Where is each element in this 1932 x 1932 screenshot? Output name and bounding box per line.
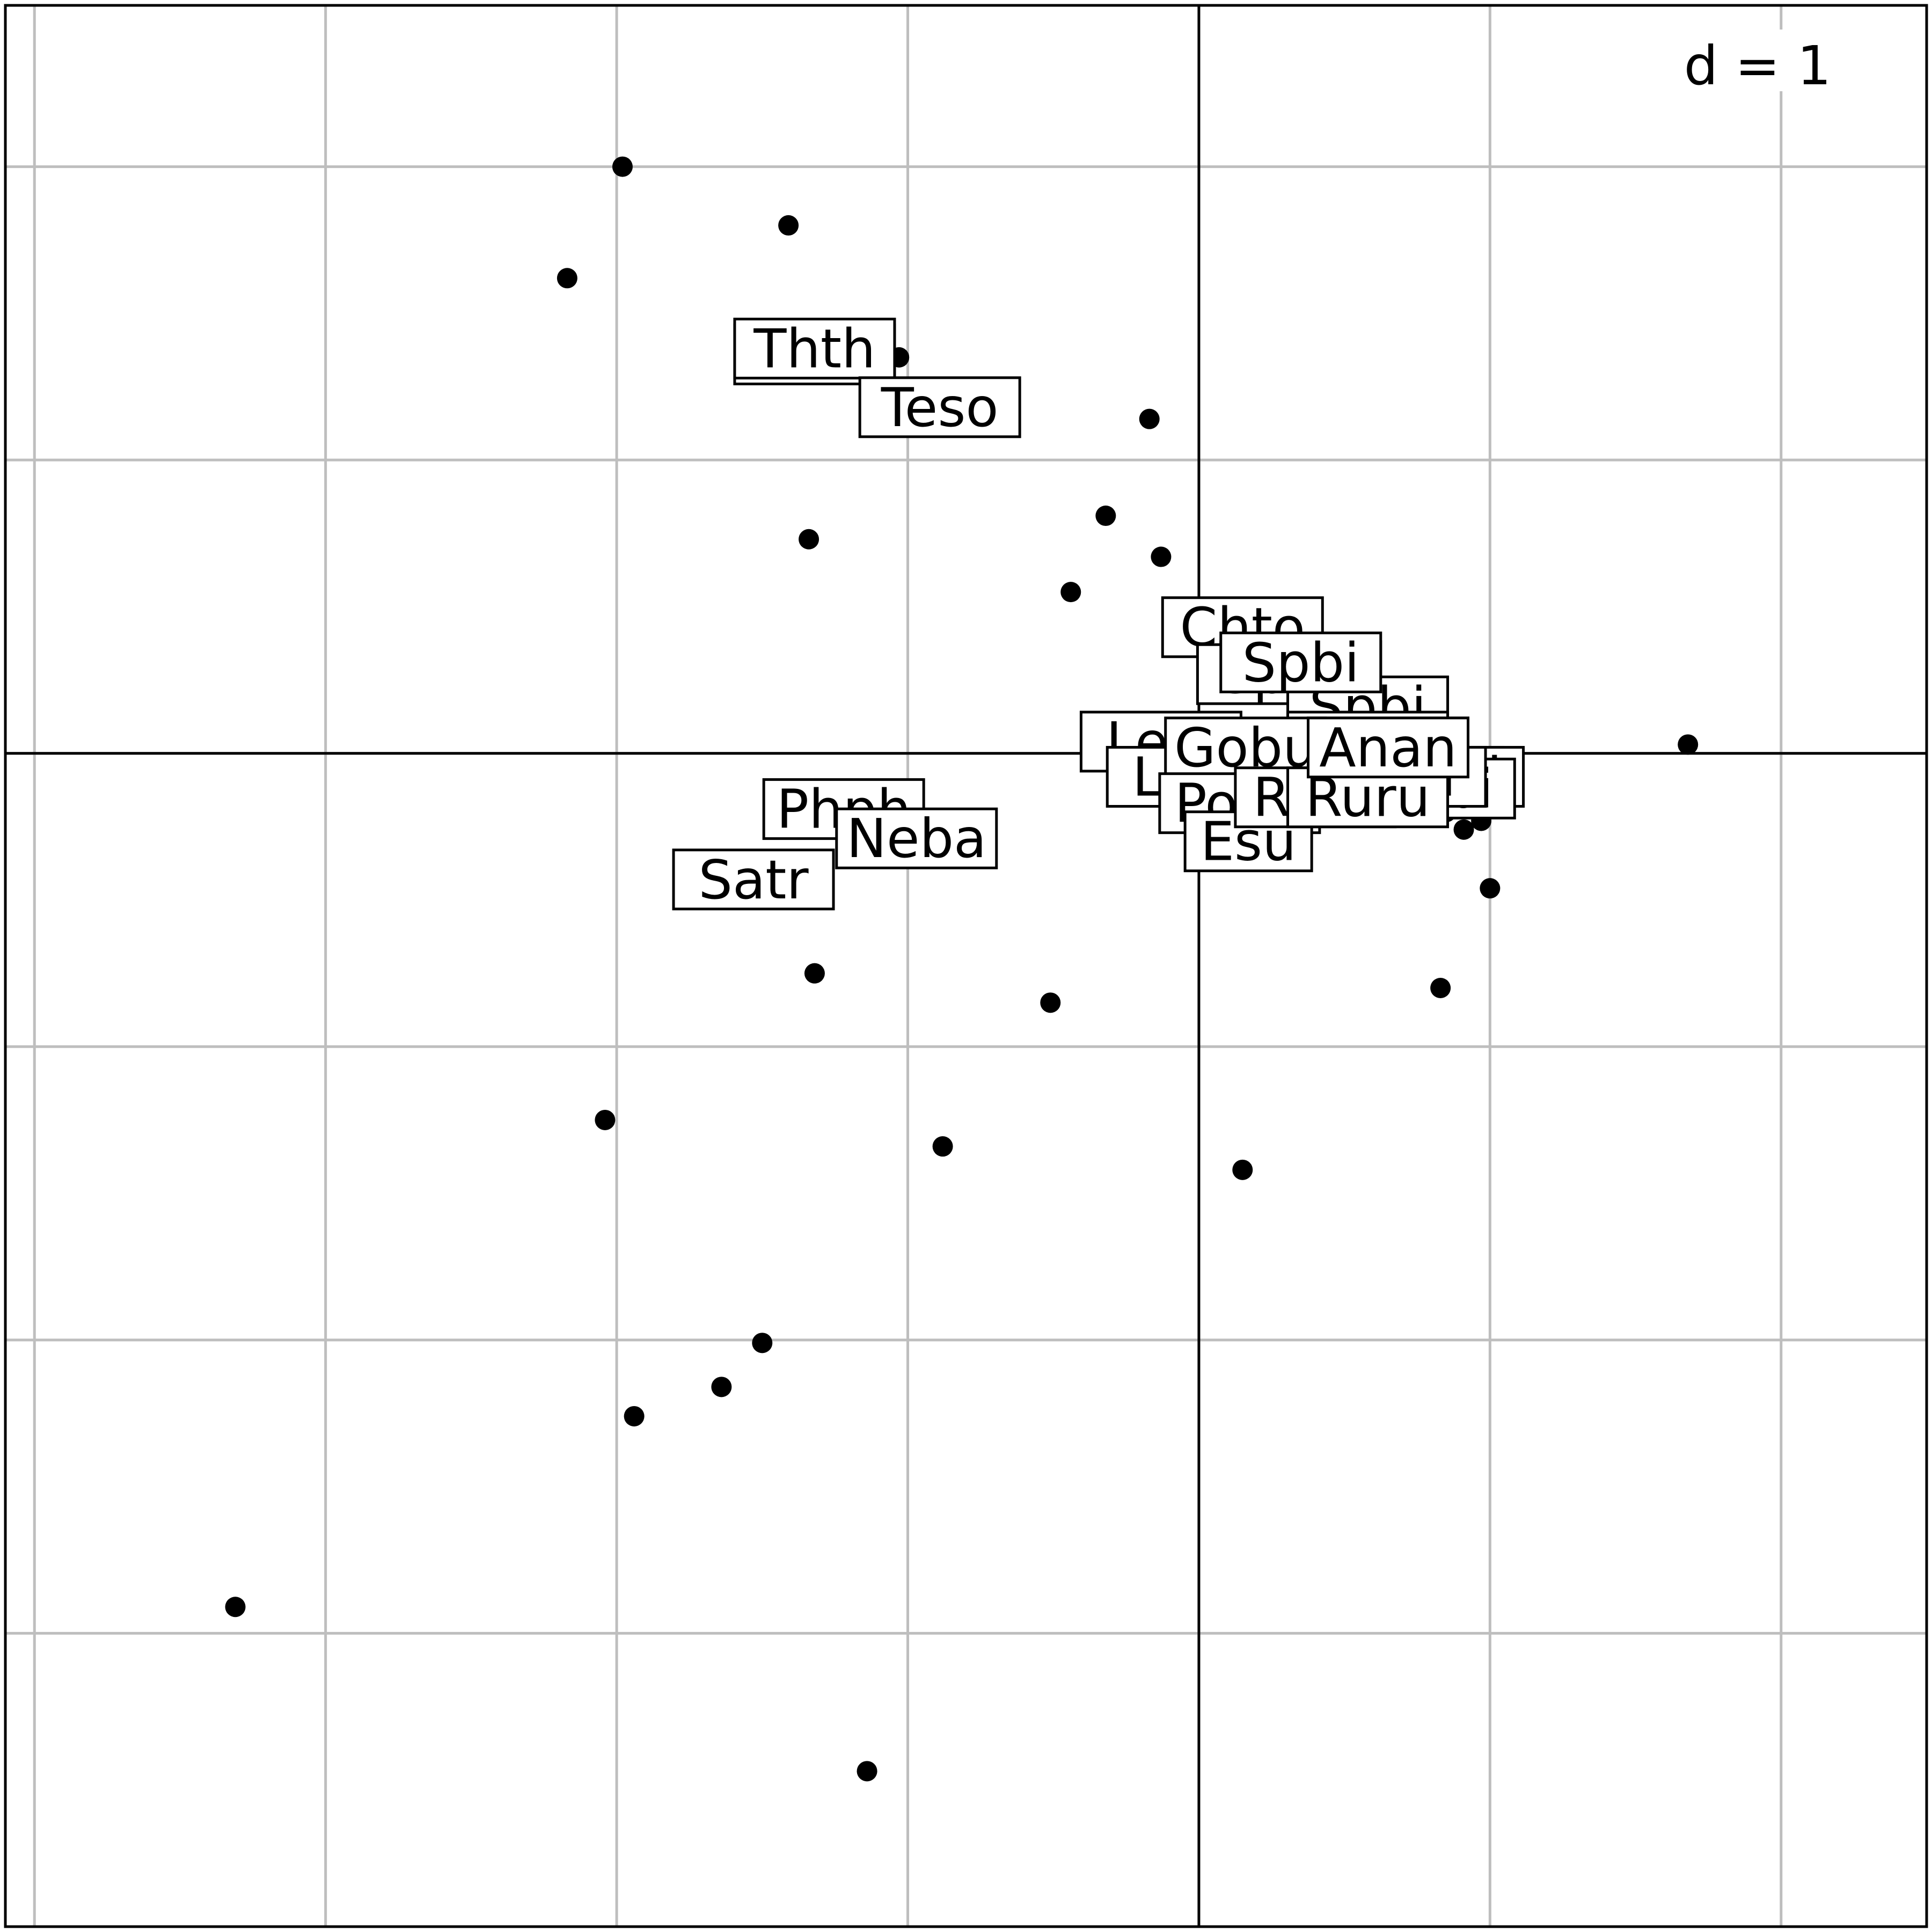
point-labels: ThthThthTesoChtoSpbiSpbiSpbiSpbiSpbiSpbi… (672, 317, 1525, 911)
point-label-text: Teso (881, 376, 999, 439)
point-label-text: Anan (1319, 716, 1457, 779)
data-point (1095, 506, 1116, 526)
data-point (711, 1377, 732, 1397)
scale-legend-background (1674, 30, 1835, 91)
data-point (804, 963, 825, 984)
point-label-box (1307, 716, 1470, 779)
points (225, 156, 1699, 1782)
data-point (612, 156, 633, 177)
data-point (1480, 878, 1501, 899)
point-label-text: Satr (698, 848, 809, 911)
axes (5, 5, 1927, 1927)
data-point (1232, 1159, 1253, 1180)
data-point (778, 215, 799, 236)
point-label: Anan (1307, 716, 1470, 779)
point-label: Neba (835, 807, 998, 870)
data-point (752, 1333, 773, 1353)
data-point (1040, 992, 1061, 1013)
data-point (799, 529, 819, 550)
data-point (1151, 546, 1172, 567)
point-label-text: Spbi (1242, 631, 1359, 694)
scale-legend: d = 1 (1674, 30, 1835, 97)
data-point (1139, 408, 1160, 429)
point-label-text: Neba (846, 807, 986, 870)
data-point (1453, 819, 1474, 840)
data-point (1060, 582, 1081, 603)
data-point (557, 268, 577, 289)
point-label: Satr (672, 848, 835, 911)
data-point (225, 1597, 246, 1618)
data-point (624, 1406, 645, 1426)
point-label-box (835, 807, 998, 869)
data-point (857, 1761, 877, 1782)
data-point (932, 1136, 953, 1157)
scale-label: d = 1 (1684, 34, 1831, 97)
plot-frame (4, 4, 1928, 1928)
point-label: Teso (858, 376, 1021, 439)
point-label: Thth (733, 317, 896, 380)
point-label-text: Thth (753, 317, 875, 380)
data-point (1430, 977, 1451, 998)
point-label: Spbi (1219, 631, 1382, 694)
point-label-box (1219, 631, 1382, 693)
point-label-box (672, 848, 835, 911)
point-label-box (858, 376, 1021, 438)
point-label-box (733, 317, 896, 379)
data-point (595, 1109, 616, 1130)
data-point (1678, 734, 1699, 755)
